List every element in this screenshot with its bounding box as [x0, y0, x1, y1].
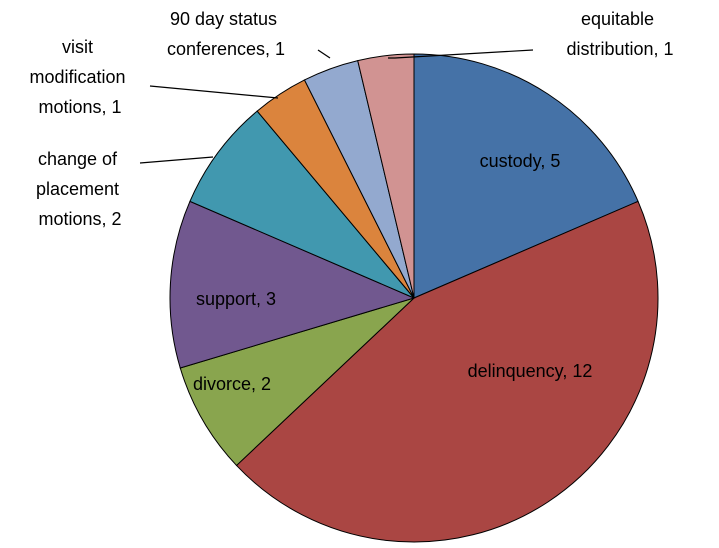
data-label: change of placement motions, 2 — [36, 149, 124, 229]
data-label: visit modification motions, 1 — [29, 37, 130, 117]
data-label: support, 3 — [196, 289, 276, 309]
pie-slice — [169, 200, 416, 369]
leader-lines — [139, 49, 534, 164]
pie-slice — [235, 200, 659, 543]
data-label: 90 day status conferences, 1 — [167, 9, 285, 59]
pie-slice — [413, 53, 639, 299]
data-label: divorce, 2 — [193, 374, 271, 394]
labels: custody, 5 delinquency, 12 divorce, 2 suppo… — [29, 9, 673, 394]
leader-line — [388, 49, 534, 59]
data-label: delinquency, 12 — [468, 361, 593, 381]
data-label: equitable distribution, 1 — [566, 9, 673, 59]
pie-slice — [179, 297, 415, 467]
pie-slice — [189, 110, 415, 299]
leader-line — [139, 156, 214, 164]
data-label: custody, 5 — [480, 151, 561, 171]
pie-slice — [357, 53, 415, 299]
leader-line — [317, 49, 331, 59]
leader-line — [149, 85, 279, 99]
pie — [169, 53, 659, 543]
